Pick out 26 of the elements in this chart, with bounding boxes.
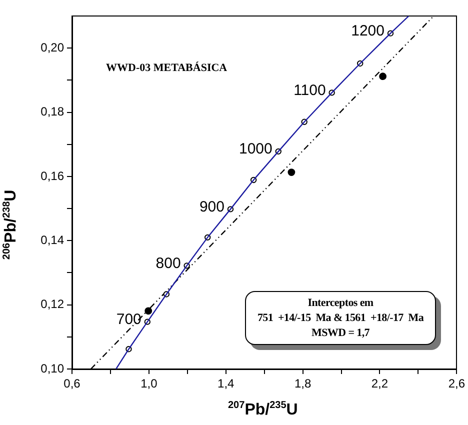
annotation: 700 bbox=[116, 310, 142, 328]
x-tick-label: 1,4 bbox=[218, 376, 235, 391]
annotation: Interceptos em bbox=[306, 296, 374, 311]
annotation: 751 +14/-15 Ma & 1561 +18/-17 Ma bbox=[256, 311, 425, 326]
x-tick-label: 0,6 bbox=[64, 376, 81, 391]
x-axis-title: $^{207}$Pb/$^{235}$U bbox=[228, 400, 298, 420]
x-tick-label: 1,8 bbox=[294, 376, 312, 391]
y-tick-label: 0,18 bbox=[40, 104, 64, 119]
annotation: MSWD = 1,7 bbox=[310, 326, 370, 341]
annotation: 800 bbox=[156, 254, 181, 272]
annotation: 1100 bbox=[294, 82, 326, 99]
x-tick-label: 2,6 bbox=[448, 376, 466, 391]
y-tick-label: 0,20 bbox=[40, 40, 64, 54]
y-tick-label: 0,16 bbox=[40, 168, 64, 183]
y-tick-label: 0,14 bbox=[40, 232, 64, 247]
y-tick-label: 0,10 bbox=[40, 361, 64, 376]
point bbox=[379, 72, 387, 80]
text: WWD-03 METABÁSICA bbox=[106, 62, 228, 74]
point bbox=[288, 168, 296, 176]
annotation: 1000 bbox=[238, 140, 272, 158]
point bbox=[144, 307, 152, 315]
annotation: 900 bbox=[199, 198, 224, 216]
x-tick-label: 2,2 bbox=[371, 376, 388, 391]
x-tick-label: 1,0 bbox=[140, 376, 158, 391]
annotation: 1200 bbox=[351, 22, 384, 40]
y-tick-label: 0,12 bbox=[40, 297, 64, 312]
